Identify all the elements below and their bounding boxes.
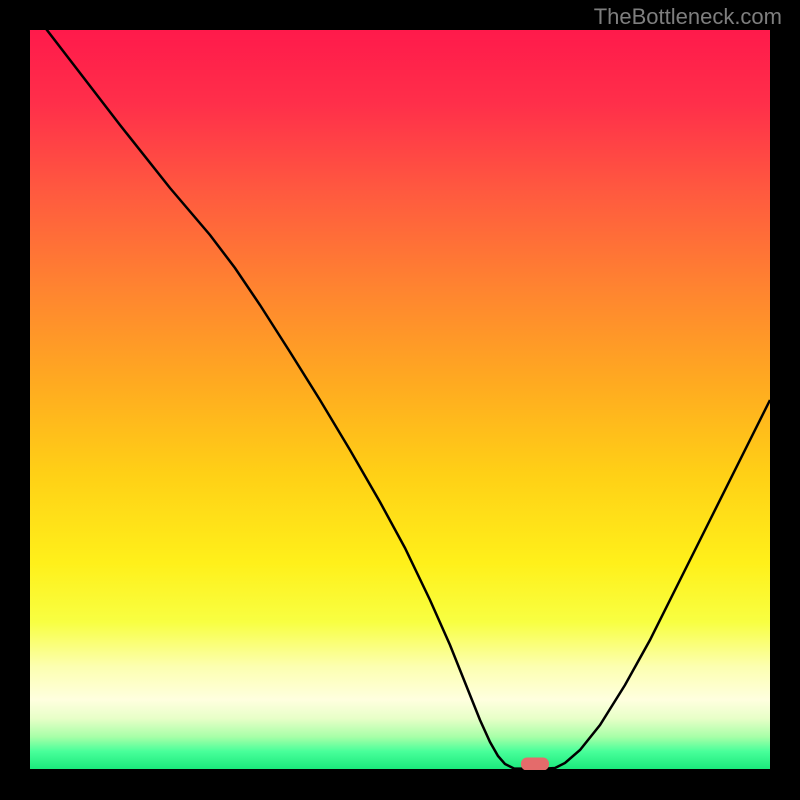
- plot-border-bottom: [0, 770, 800, 800]
- watermark-text: TheBottleneck.com: [594, 4, 782, 30]
- plot-border-left: [0, 0, 30, 800]
- plot-border-right: [770, 0, 800, 800]
- gradient-background: [30, 30, 770, 770]
- chart-frame: TheBottleneck.com: [0, 0, 800, 800]
- bottleneck-chart: [0, 0, 800, 800]
- optimum-marker: [521, 758, 549, 771]
